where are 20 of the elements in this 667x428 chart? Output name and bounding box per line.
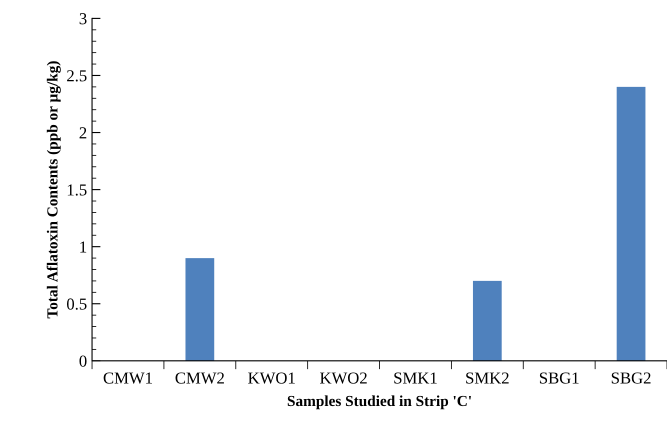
y-tick-label: 3 — [80, 13, 87, 24]
x-tick-label: SMK1 — [394, 372, 437, 384]
y-tick-label: 0 — [79, 356, 87, 367]
bar — [472, 280, 502, 361]
y-tick-label: 0.5 — [66, 298, 87, 310]
x-tick-label: SBG1 — [540, 372, 579, 384]
x-tick-label: SBG2 — [612, 372, 651, 384]
x-tick-label: SMK2 — [466, 372, 509, 384]
x-tick-label: KWO2 — [320, 372, 367, 384]
x-axis-title: Samples Studied in Strip 'C' — [288, 395, 471, 410]
x-tick-label: KWO1 — [248, 372, 295, 384]
y-tick-label: 2 — [80, 127, 86, 138]
y-tick-label: 1 — [80, 241, 86, 252]
bar — [185, 258, 214, 361]
x-tick-label: CMW1 — [104, 372, 152, 384]
x-tick-label: CMW2 — [176, 372, 224, 384]
y-tick-label: 2.5 — [67, 70, 87, 82]
y-tick-label: 1.5 — [68, 184, 87, 196]
bar — [616, 86, 646, 361]
y-axis-title: Total Aflatoxin Contents (ppb or µg/kg) — [46, 61, 61, 318]
